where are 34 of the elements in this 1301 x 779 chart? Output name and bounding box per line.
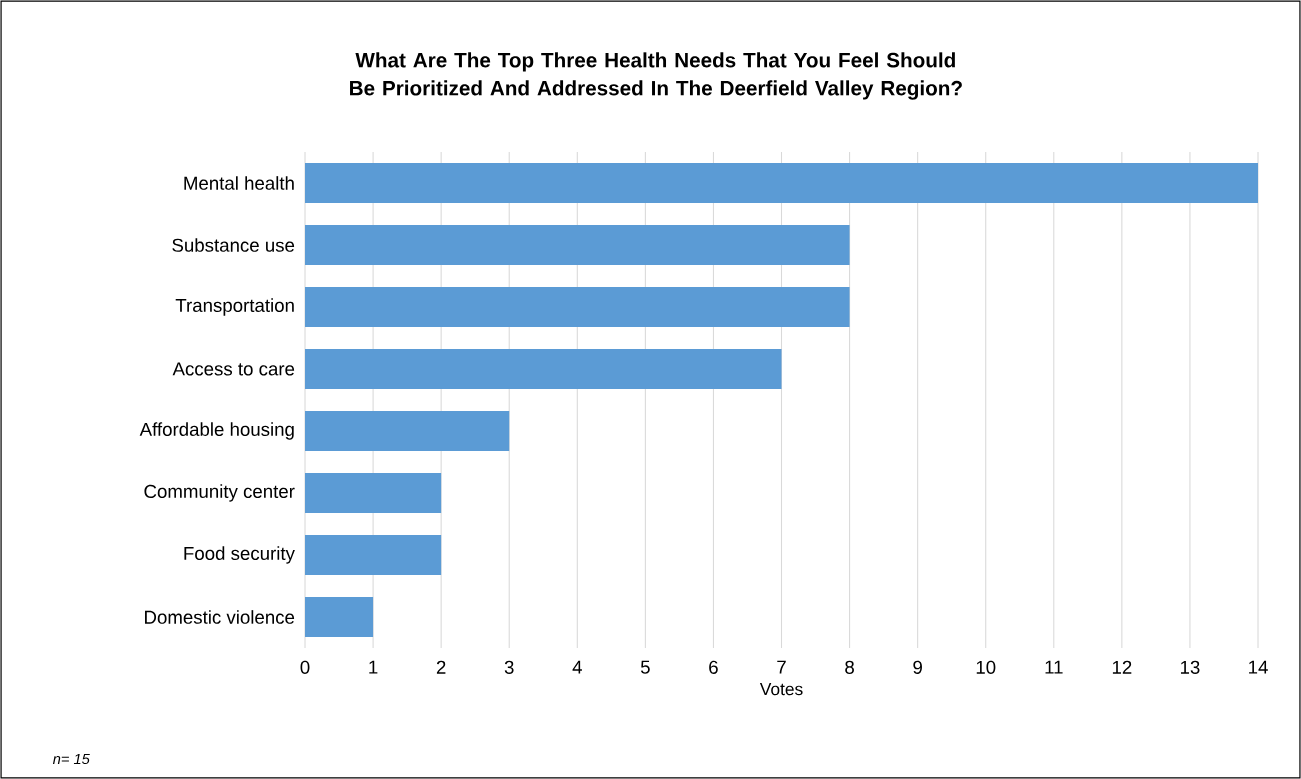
y-tick-label: Mental health xyxy=(184,176,294,190)
bar xyxy=(305,535,442,575)
x-tick-label: 7 xyxy=(777,660,786,674)
bar xyxy=(305,597,374,638)
y-tick-label: Food security xyxy=(184,546,295,564)
chart-title: What Are The Top Three Health Needs That You Feel Should Be Prioritized And Addressed In The Deerfield Valley Region? xyxy=(350,52,962,100)
x-tick-label: 5 xyxy=(640,660,650,674)
x-tick-label: 8 xyxy=(845,660,854,674)
x-tick-label: 10 xyxy=(976,660,996,674)
x-axis-title: Votes xyxy=(759,683,803,696)
x-tick-label: 14 xyxy=(1249,660,1268,674)
x-tick-label: 11 xyxy=(1045,660,1063,674)
bar xyxy=(305,349,782,389)
x-tick-label: 1 xyxy=(369,660,378,674)
x-tick-label: 12 xyxy=(1112,660,1132,674)
y-tick-label: Affordable housing xyxy=(139,422,294,440)
text: n= 15 xyxy=(52,753,90,765)
y-tick-label: Access to care xyxy=(172,362,295,376)
bar xyxy=(305,411,510,452)
x-tick-label: 13 xyxy=(1180,660,1200,674)
y-tick-label: Substance use xyxy=(172,238,295,252)
x-tick-label: 0 xyxy=(300,660,310,674)
x-tick-label: 3 xyxy=(504,660,514,674)
y-tick-label: Domestic violence xyxy=(145,610,295,624)
x-tick-label: 9 xyxy=(913,660,922,674)
bar xyxy=(305,225,850,265)
x-tick-label: 6 xyxy=(709,660,718,674)
x-tick-label: 4 xyxy=(572,660,582,674)
y-tick-label: Community center xyxy=(144,484,295,502)
bar xyxy=(305,163,1259,204)
bar xyxy=(305,473,442,514)
y-tick-label: Transportation xyxy=(175,298,294,316)
bar xyxy=(305,287,850,328)
x-tick-label: 2 xyxy=(436,660,446,674)
